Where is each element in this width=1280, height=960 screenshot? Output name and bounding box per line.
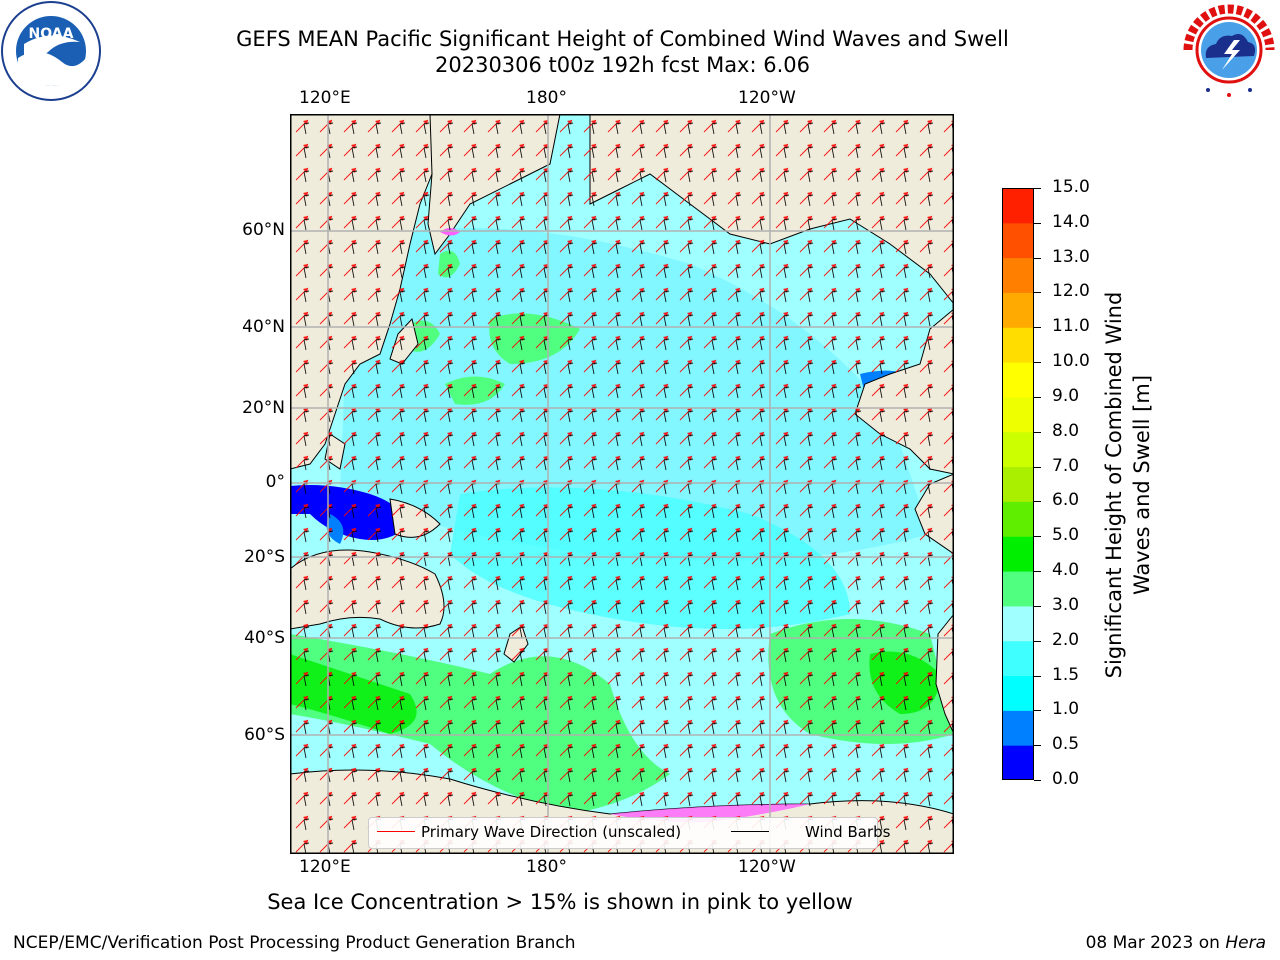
- colorbar-segment: [1002, 571, 1034, 607]
- map-legend: Primary Wave Direction (unscaled) Wind B…: [368, 817, 890, 849]
- lon-label-bottom-120w: 120°W: [738, 857, 796, 877]
- colorbar-label: 8.0: [1052, 420, 1080, 441]
- colorbar-tick: [1034, 640, 1041, 642]
- colorbar-label: 3.0: [1052, 594, 1080, 615]
- colorbar-tick: [1034, 431, 1041, 433]
- noaa-logo-icon: NOAA: [1, 1, 101, 101]
- lat-label-60s: 60°S: [244, 725, 285, 745]
- footer-host: Hera: [1225, 933, 1266, 953]
- colorbar-tick: [1034, 292, 1041, 294]
- colorbar-tick: [1034, 222, 1041, 224]
- lon-label-top-120e: 120°E: [299, 88, 351, 108]
- lon-label-top-180: 180°: [526, 88, 567, 108]
- colorbar-segment: [1002, 222, 1034, 259]
- colorbar-label: 7.0: [1052, 455, 1080, 476]
- wave-height-map: [290, 114, 954, 854]
- colorbar-tick: [1034, 327, 1041, 329]
- colorbar-tick: [1034, 188, 1041, 189]
- colorbar-label: 1.5: [1052, 664, 1080, 685]
- footer-date-text: 08 Mar 2023 on: [1085, 933, 1220, 953]
- colorbar-label: 15.0: [1052, 177, 1090, 197]
- lon-label-top-120w: 120°W: [738, 88, 796, 108]
- wind-barbs-legend-label: Wind Barbs: [805, 823, 891, 841]
- colorbar-segment: [1002, 327, 1034, 363]
- colorbar-segment: [1002, 188, 1034, 224]
- footer-date: 08 Mar 2023 on Hera: [1086, 933, 1266, 953]
- colorbar-segment: [1002, 536, 1034, 572]
- colorbar-tick: [1034, 710, 1041, 712]
- colorbar-tick: [1034, 257, 1041, 259]
- lat-label-20n: 20°N: [242, 398, 285, 418]
- colorbar-segment: [1002, 501, 1034, 537]
- vector-field: [290, 114, 954, 854]
- colorbar-label: 0.0: [1052, 769, 1080, 789]
- colorbar-label: 0.5: [1052, 734, 1080, 755]
- colorbar-title: Significant Height of Combined Wind Wave…: [1102, 291, 1154, 679]
- colorbar-tick: [1034, 536, 1041, 538]
- colorbar-tick: [1034, 745, 1041, 747]
- colorbar-label: 5.0: [1052, 525, 1080, 546]
- colorbar-segment: [1002, 675, 1034, 711]
- sea-ice-note: Sea Ice Concentration > 15% is shown in …: [267, 890, 853, 914]
- colorbar-segment: [1002, 710, 1034, 746]
- colorbar-label: 2.0: [1052, 629, 1080, 650]
- wave-direction-legend-label: Primary Wave Direction (unscaled): [421, 823, 682, 841]
- lat-label-40s: 40°S: [244, 628, 285, 648]
- colorbar-segment: [1002, 431, 1034, 468]
- figure-subtitle: 20230306 t00z 192h fcst Max: 6.06: [435, 53, 810, 77]
- colorbar-label: 10.0: [1052, 351, 1090, 372]
- colorbar-segment: [1002, 396, 1034, 433]
- colorbar-tick: [1034, 466, 1041, 468]
- lat-label-60n: 60°N: [242, 220, 285, 240]
- colorbar-label: 14.0: [1052, 211, 1090, 232]
- colorbar-segment: [1002, 640, 1034, 677]
- wind-barbs-legend-line: [731, 831, 769, 832]
- nws-logo-icon: [1181, 2, 1277, 98]
- colorbar-label: 13.0: [1052, 246, 1090, 267]
- graticule: [290, 114, 954, 854]
- colorbar-label: 9.0: [1052, 385, 1080, 406]
- wave-direction-legend-line: [377, 831, 415, 832]
- colorbar-tick: [1034, 396, 1041, 398]
- figure-title: GEFS MEAN Pacific Significant Height of …: [236, 27, 1009, 51]
- colorbar-segment: [1002, 745, 1034, 780]
- footer-credit: NCEP/EMC/Verification Post Processing Pr…: [13, 933, 576, 953]
- lon-label-bottom-120e: 120°E: [299, 857, 351, 877]
- colorbar-label: 11.0: [1052, 316, 1090, 337]
- colorbar-segment: [1002, 605, 1034, 642]
- colorbar-label: 6.0: [1052, 490, 1080, 511]
- lat-label-0: 0°: [265, 472, 285, 492]
- colorbar-segment: [1002, 292, 1034, 328]
- colorbar-tick: [1034, 780, 1041, 781]
- noaa-logo-text: NOAA: [29, 26, 74, 42]
- colorbar-tick: [1034, 675, 1041, 677]
- colorbar-label: 4.0: [1052, 560, 1080, 581]
- colorbar-tick: [1034, 571, 1041, 573]
- colorbar-tick: [1034, 605, 1041, 607]
- colorbar-segment: [1002, 362, 1034, 398]
- lon-label-bottom-180: 180°: [526, 857, 567, 877]
- colorbar-segment: [1002, 257, 1034, 293]
- colorbar: [1002, 188, 1034, 780]
- colorbar-label: 12.0: [1052, 281, 1090, 302]
- colorbar-tick: [1034, 501, 1041, 503]
- colorbar-label: 1.0: [1052, 699, 1080, 720]
- colorbar-tick: [1034, 362, 1041, 364]
- lat-label-20s: 20°S: [244, 547, 285, 567]
- lat-label-40n: 40°N: [242, 317, 285, 337]
- colorbar-segment: [1002, 466, 1034, 502]
